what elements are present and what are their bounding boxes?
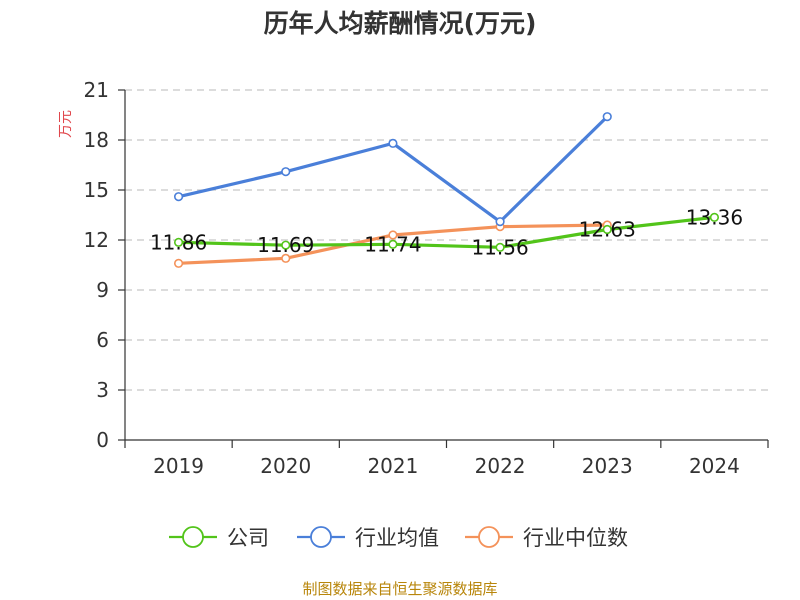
grid-lines xyxy=(125,89,768,391)
y-tick-label: 9 xyxy=(96,278,109,302)
data-point xyxy=(602,112,612,122)
y-tick-label: 0 xyxy=(96,428,109,452)
y-tick-label: 18 xyxy=(84,128,109,152)
y-tick-label: 21 xyxy=(84,78,109,102)
legend-item: 行业均值 xyxy=(297,526,439,550)
legend-item: 行业中位数 xyxy=(465,526,628,550)
data-point xyxy=(281,253,291,263)
legend-marker xyxy=(478,526,500,548)
legend-label: 行业均值 xyxy=(355,526,439,550)
y-tick-label: 12 xyxy=(84,228,109,252)
data-point xyxy=(173,258,184,268)
data-label: 11.74 xyxy=(364,232,421,256)
y-axis-unit-label: 万元 xyxy=(58,110,74,138)
data-point xyxy=(709,212,720,222)
legend-item: 公司 xyxy=(169,526,269,550)
data-labels: 11.86 11.69 11.74 11.56 12.63 13.36 xyxy=(150,205,743,259)
x-tick-label: 2021 xyxy=(367,454,418,478)
data-point xyxy=(281,240,291,250)
source-note: 制图数据来自恒生聚源数据库 xyxy=(302,580,497,598)
data-label: 13.36 xyxy=(686,205,743,229)
x-tick-label: 2020 xyxy=(260,454,311,478)
data-point xyxy=(602,224,612,235)
data-point xyxy=(495,242,505,252)
legend-marker xyxy=(182,526,204,548)
x-tick-label: 2023 xyxy=(582,454,633,478)
data-point xyxy=(281,167,291,177)
axes: 0 3 6 9 12 15 18 21 2019 2020 2021 2022 2023 2024 xyxy=(84,78,769,478)
legend-marker xyxy=(310,526,332,548)
data-label: 11.69 xyxy=(257,233,314,257)
legend: 公司 行业均值 行业中位数 xyxy=(169,526,628,550)
data-point xyxy=(388,239,398,249)
series-line-1 xyxy=(178,115,609,224)
data-label: 11.56 xyxy=(471,235,528,259)
y-tick-label: 3 xyxy=(96,378,109,402)
legend-label: 公司 xyxy=(227,526,269,550)
x-tick-label: 2022 xyxy=(475,454,526,478)
legend-label: 行业中位数 xyxy=(523,526,628,550)
y-tick-label: 15 xyxy=(84,178,109,202)
series-lines xyxy=(173,112,720,268)
data-point xyxy=(388,230,398,240)
x-tick-label: 2024 xyxy=(689,454,740,478)
y-tick-label: 6 xyxy=(96,328,109,352)
x-tick-label: 2019 xyxy=(153,454,204,478)
data-point xyxy=(173,237,184,247)
series-line-0 xyxy=(178,215,715,249)
data-point xyxy=(388,138,398,148)
chart-title: 历年人均薪酬情况(万元) xyxy=(264,9,537,38)
data-label: 12.63 xyxy=(579,218,636,242)
data-point xyxy=(173,192,184,202)
data-label: 11.86 xyxy=(150,230,207,254)
data-point xyxy=(495,217,505,227)
